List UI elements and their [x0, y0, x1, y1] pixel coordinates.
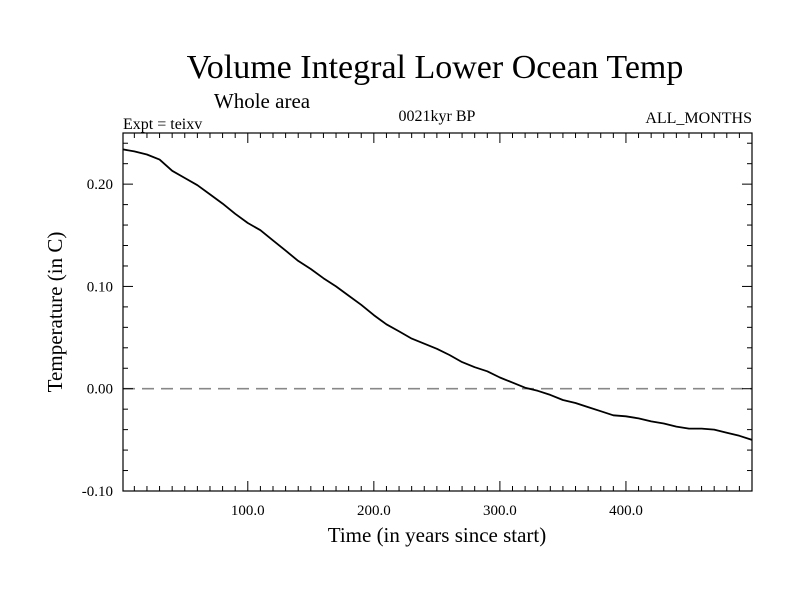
- tick-layer: 100.0 200.0 300.0 400.0 -0.10 0.00 0.10 0.20: [82, 133, 752, 519]
- period-label: 0021kyr BP: [399, 108, 476, 125]
- chart-subtitle: Whole area: [214, 89, 311, 113]
- x-tick-label: 200.0: [357, 503, 391, 519]
- experiment-label: Expt = teixv: [123, 116, 202, 133]
- months-label: ALL_MONTHS: [645, 110, 752, 127]
- y-tick-label: 0.20: [87, 177, 113, 193]
- y-tick-label: -0.10: [82, 484, 113, 500]
- x-tick-label: 100.0: [231, 503, 265, 519]
- series-layer: [122, 148, 753, 441]
- x-tick-label: 300.0: [483, 503, 517, 519]
- x-tick-label: 400.0: [609, 503, 643, 519]
- x-axis-label: Time (in years since start): [328, 523, 547, 547]
- plot-frame: [122, 132, 753, 492]
- series-line: [122, 148, 753, 441]
- chart-title: Volume Integral Lower Ocean Temp: [187, 49, 684, 86]
- y-tick-label: 0.00: [87, 382, 113, 398]
- y-axis-label: Temperature (in C): [43, 232, 67, 393]
- y-tick-label: 0.10: [87, 279, 113, 295]
